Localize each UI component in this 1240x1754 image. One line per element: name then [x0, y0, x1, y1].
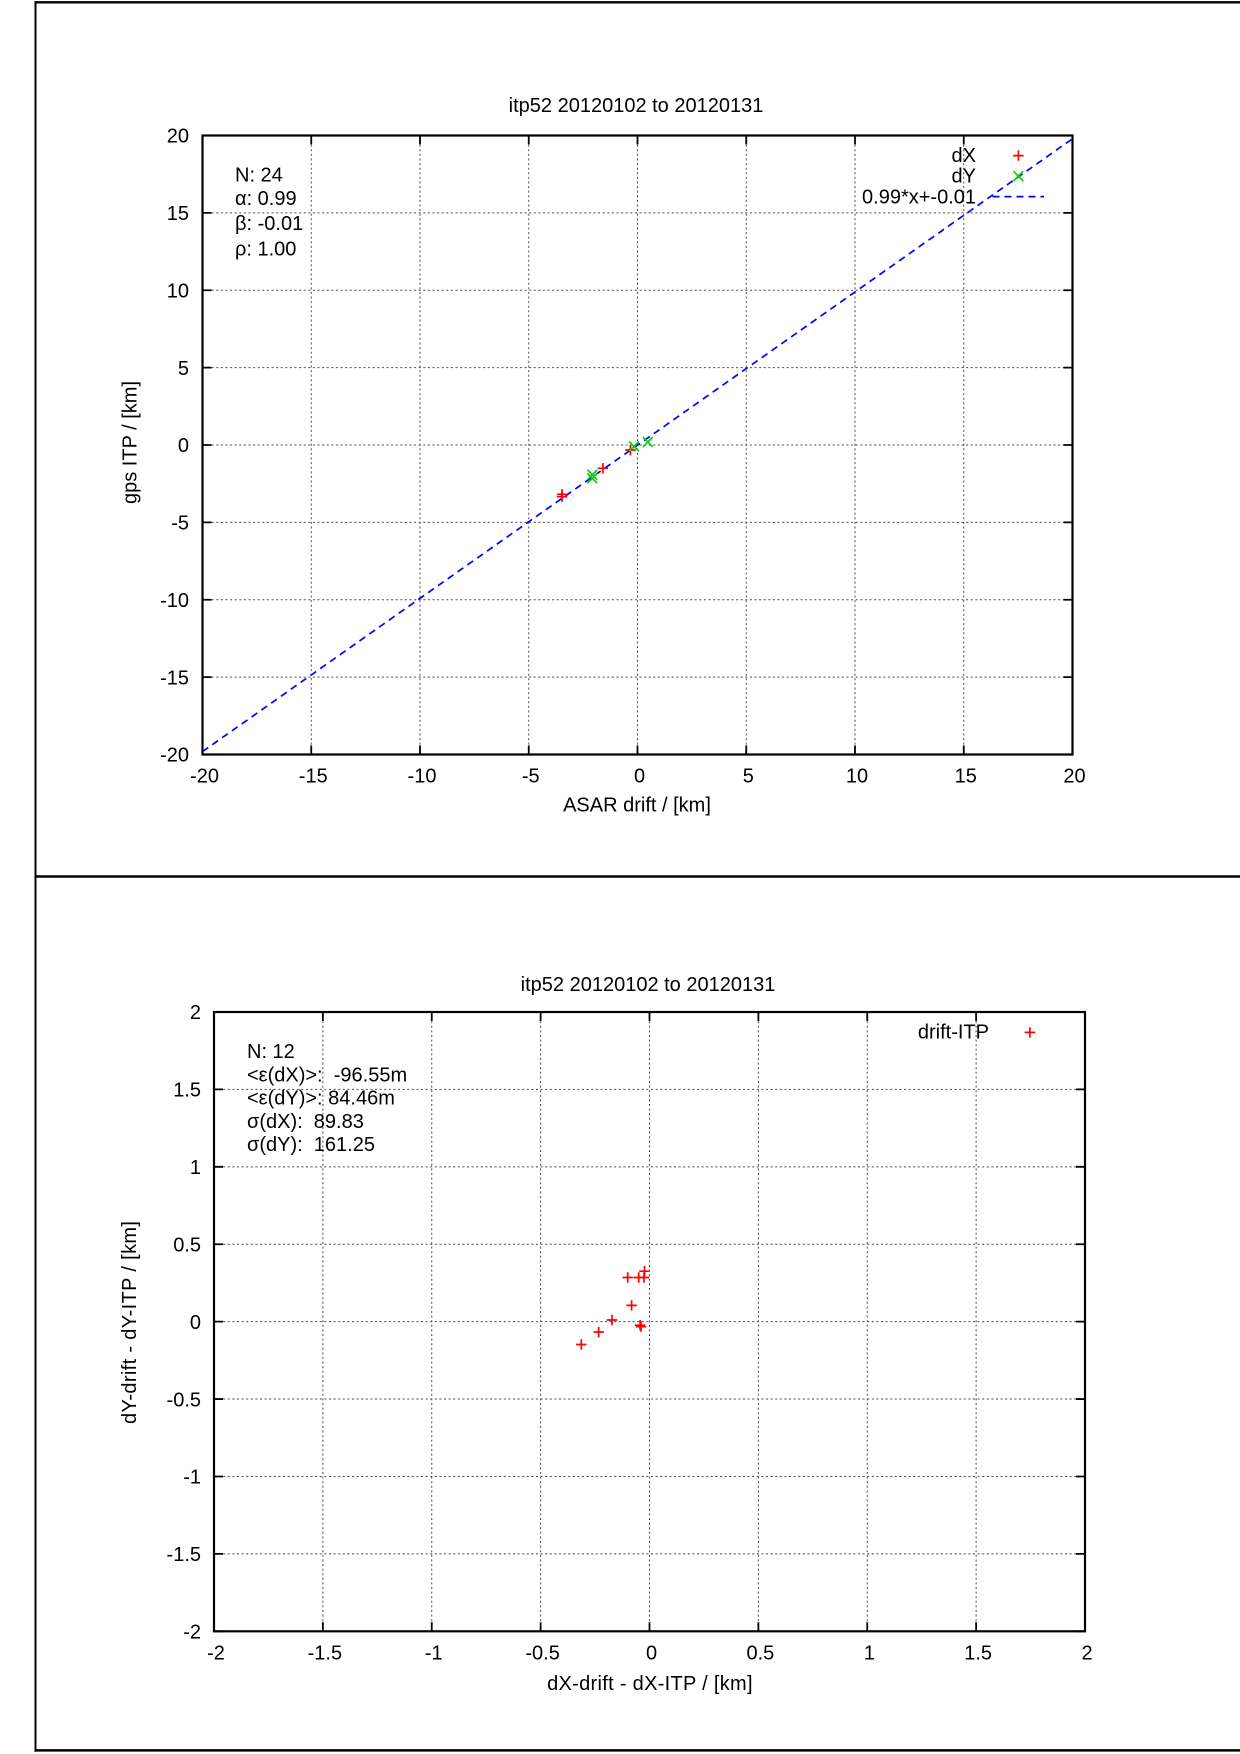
svg-text:β: -0.01: β: -0.01 — [235, 213, 303, 235]
svg-text:0: 0 — [646, 1642, 657, 1664]
svg-text:0: 0 — [178, 435, 189, 457]
svg-text:-1.5: -1.5 — [308, 1642, 342, 1664]
svg-text:-1: -1 — [183, 1467, 201, 1489]
svg-text:1.5: 1.5 — [173, 1080, 201, 1102]
svg-text:-15: -15 — [160, 667, 189, 689]
svg-text:N: 12: N: 12 — [247, 1041, 295, 1063]
svg-text:-10: -10 — [160, 590, 189, 612]
svg-text:dY-drift - dY-ITP / [km]: dY-drift - dY-ITP / [km] — [119, 1221, 141, 1424]
svg-text:-2: -2 — [207, 1642, 225, 1664]
svg-text:<ε(dX)>: -96.55m: <ε(dX)>: -96.55m — [247, 1064, 407, 1086]
svg-text:-20: -20 — [160, 745, 189, 767]
svg-text:20: 20 — [167, 126, 189, 148]
svg-text:0.5: 0.5 — [173, 1234, 201, 1256]
svg-text:15: 15 — [167, 203, 189, 225]
svg-text:σ(dY): 161.25: σ(dY): 161.25 — [247, 1134, 375, 1156]
svg-text:dX: dX — [952, 145, 976, 167]
svg-text:-1: -1 — [425, 1642, 443, 1664]
svg-text:1: 1 — [864, 1642, 875, 1664]
svg-text:-0.5: -0.5 — [167, 1389, 201, 1411]
svg-text:10: 10 — [846, 765, 868, 787]
svg-text:0.99*x+-0.01: 0.99*x+-0.01 — [862, 186, 976, 208]
svg-text:-10: -10 — [408, 765, 437, 787]
svg-text:-20: -20 — [190, 765, 219, 787]
svg-text:20: 20 — [1063, 765, 1085, 787]
svg-text:ρ: 1.00: ρ: 1.00 — [235, 238, 296, 260]
svg-text:-1.5: -1.5 — [167, 1544, 201, 1566]
svg-text:-5: -5 — [522, 765, 540, 787]
svg-text:1: 1 — [190, 1157, 201, 1179]
svg-text:5: 5 — [178, 358, 189, 380]
svg-text:σ(dX): 89.83: σ(dX): 89.83 — [247, 1111, 364, 1133]
svg-text:N: 24: N: 24 — [235, 165, 283, 187]
svg-text:itp52 20120102 to 20120131: itp52 20120102 to 20120131 — [521, 974, 776, 996]
svg-text:gps ITP / [km]: gps ITP / [km] — [120, 381, 142, 504]
svg-text:1.5: 1.5 — [964, 1642, 992, 1664]
svg-text:ASAR drift / [km]: ASAR drift / [km] — [563, 795, 711, 817]
svg-text:0.5: 0.5 — [746, 1642, 774, 1664]
svg-text:0: 0 — [634, 765, 645, 787]
svg-text:2: 2 — [1081, 1642, 1092, 1664]
svg-text:α: 0.99: α: 0.99 — [235, 188, 297, 210]
svg-text:15: 15 — [955, 765, 977, 787]
svg-text:-5: -5 — [171, 513, 189, 535]
svg-text:0: 0 — [190, 1312, 201, 1334]
svg-text:dX-drift - dX-ITP / [km]: dX-drift - dX-ITP / [km] — [547, 1673, 753, 1695]
svg-text:-2: -2 — [183, 1622, 201, 1644]
svg-text:5: 5 — [743, 765, 754, 787]
svg-text:drift-ITP: drift-ITP — [918, 1021, 989, 1043]
svg-text:itp52 20120102 to 20120131: itp52 20120102 to 20120131 — [509, 95, 764, 117]
svg-text:<ε(dY)>: 84.46m: <ε(dY)>: 84.46m — [247, 1088, 395, 1110]
svg-text:-15: -15 — [299, 765, 328, 787]
svg-text:dY: dY — [952, 166, 976, 188]
svg-text:10: 10 — [167, 280, 189, 302]
svg-text:-0.5: -0.5 — [525, 1642, 559, 1664]
svg-text:2: 2 — [190, 1002, 201, 1024]
